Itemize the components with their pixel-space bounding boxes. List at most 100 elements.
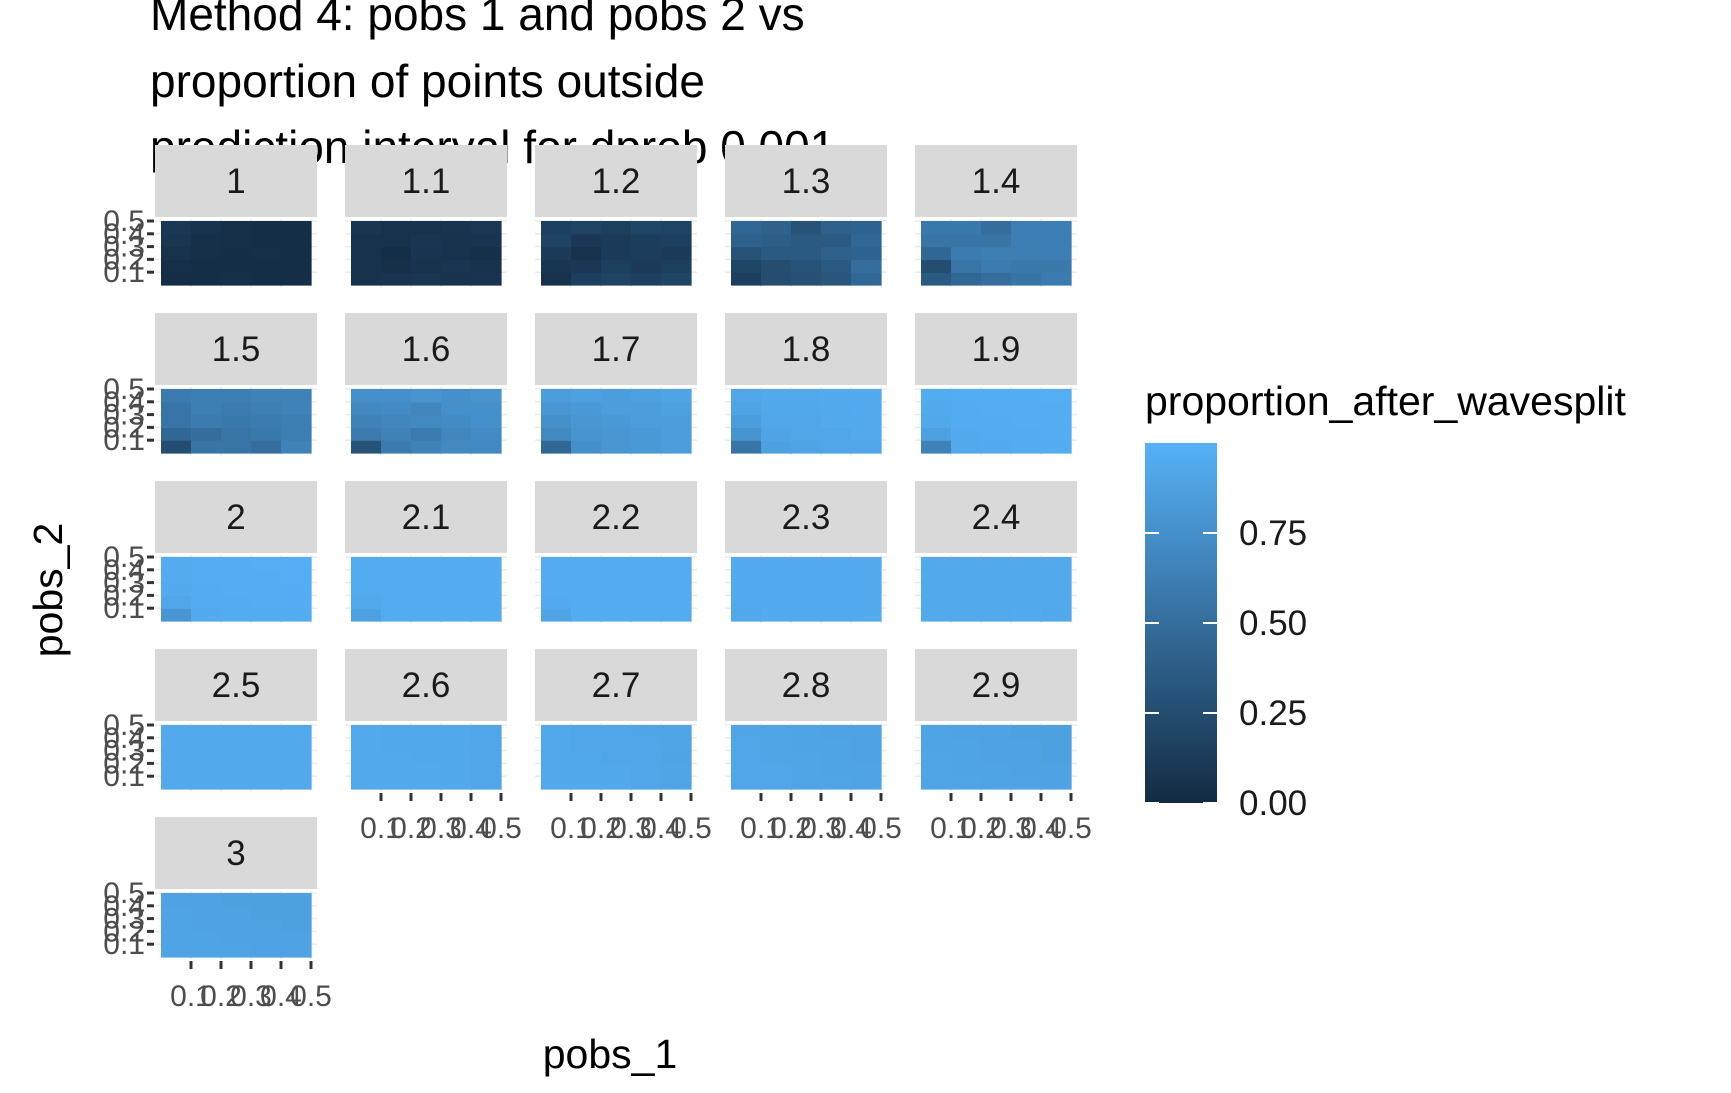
x-tick-label: 0.3	[800, 812, 842, 845]
heatmap-tile	[1011, 221, 1042, 235]
x-tick-label: 0.4	[260, 980, 302, 1013]
facet-panel: 2.9 0.10.20.30.40.5	[915, 649, 1092, 845]
heatmap-tile	[191, 427, 222, 441]
heatmap-tile	[541, 389, 572, 403]
heatmap-tile	[1011, 414, 1042, 428]
facet-strip-label: 1.6	[402, 330, 451, 369]
heatmap-tile	[1041, 557, 1072, 571]
heatmap-tile	[1011, 427, 1042, 441]
heatmap-tile	[1011, 595, 1042, 609]
heatmap-tile	[251, 233, 282, 248]
heatmap-tile	[631, 221, 662, 235]
heatmap-tile	[1011, 725, 1042, 739]
heatmap-tile	[981, 259, 1012, 273]
heatmap-tile	[791, 737, 822, 752]
heatmap-tile	[221, 569, 252, 584]
x-tick-label: 0.1	[740, 812, 782, 845]
legend-label: 0.00	[1239, 784, 1307, 823]
facet-panel: 2.3	[725, 481, 887, 623]
facet-strip	[345, 145, 507, 217]
facet-panel: 2.2	[535, 481, 697, 623]
heatmap-tile	[221, 776, 252, 790]
x-tick-label: 0.5	[290, 980, 332, 1013]
heatmap-tile	[221, 389, 252, 403]
heatmap-tile	[221, 944, 252, 958]
heatmap-tile	[791, 440, 822, 454]
heatmap-tile	[411, 414, 442, 428]
heatmap-tile	[981, 595, 1012, 609]
heatmap-tile	[161, 750, 192, 764]
facet-panel: 2.5 0.10.20.30.40.5	[103, 649, 317, 793]
heatmap-tile	[951, 440, 982, 454]
heatmap-tile	[161, 595, 192, 609]
heatmap-tile	[281, 725, 312, 739]
heatmap-tile	[161, 905, 192, 920]
heatmap-tile	[441, 582, 472, 596]
heatmap-tile	[251, 918, 282, 932]
facet-strip	[345, 481, 507, 553]
heatmap-tile	[1041, 725, 1072, 739]
heatmap-tile	[471, 557, 502, 571]
heatmap-tile	[381, 401, 412, 416]
heatmap-tile	[281, 569, 312, 584]
heatmap-tile	[921, 221, 952, 235]
heatmap-tile	[161, 389, 192, 403]
legend-label: 0.50	[1239, 604, 1307, 643]
heatmap-tile	[441, 259, 472, 273]
y-tick-label: 0.3	[103, 735, 145, 768]
heatmap-tile	[821, 608, 852, 622]
heatmap-tile	[731, 272, 762, 286]
heatmap-tile	[571, 595, 602, 609]
heatmap-tile	[981, 401, 1012, 416]
heatmap-tile	[601, 414, 632, 428]
heatmap-tile	[471, 427, 502, 441]
heatmap-tile	[351, 776, 382, 790]
heatmap-tile	[981, 750, 1012, 764]
x-tick-label: 0.5	[670, 812, 712, 845]
heatmap-tile	[851, 427, 882, 441]
heatmap-tile	[411, 272, 442, 286]
heatmap-tile	[661, 557, 692, 571]
heatmap-tile	[631, 582, 662, 596]
y-tick-label: 0.5	[103, 205, 145, 238]
heatmap-tile	[221, 595, 252, 609]
heatmap-tile	[1011, 272, 1042, 286]
heatmap-tile	[441, 272, 472, 286]
heatmap-tile	[191, 414, 222, 428]
heatmap-tile	[631, 246, 662, 260]
heatmap-tile	[661, 440, 692, 454]
heatmap-tile	[1011, 557, 1042, 571]
facet-strip	[915, 313, 1077, 385]
facet-strip-label: 1.7	[592, 330, 641, 369]
y-tick-label: 0.3	[103, 399, 145, 432]
heatmap-tile	[731, 427, 762, 441]
heatmap-tile	[761, 259, 792, 273]
heatmap-tile	[921, 427, 952, 441]
heatmap-tile	[571, 414, 602, 428]
heatmap-tile	[221, 272, 252, 286]
heatmap-tile	[791, 776, 822, 790]
heatmap-tile	[981, 389, 1012, 403]
heatmap-tile	[921, 569, 952, 584]
heatmap-tile	[191, 776, 222, 790]
heatmap-tile	[571, 401, 602, 416]
heatmap-tile	[661, 582, 692, 596]
heatmap-tile	[851, 440, 882, 454]
heatmap-tile	[441, 763, 472, 777]
heatmap-tile	[631, 776, 662, 790]
heatmap-tile	[731, 582, 762, 596]
heatmap-tile	[1041, 259, 1072, 273]
facet-panel: 2.1	[345, 481, 507, 623]
y-tick-label: 0.2	[103, 411, 145, 444]
heatmap-tile	[471, 737, 502, 752]
heatmap-tile	[381, 582, 412, 596]
heatmap-tile	[221, 221, 252, 235]
heatmap-tile	[161, 259, 192, 273]
heatmap-tile	[441, 414, 472, 428]
heatmap-tile	[981, 557, 1012, 571]
facet-strip-label: 1.8	[782, 330, 831, 369]
heatmap-tile	[571, 569, 602, 584]
heatmap-tile	[631, 737, 662, 752]
heatmap-tile	[471, 776, 502, 790]
heatmap-tile	[571, 440, 602, 454]
